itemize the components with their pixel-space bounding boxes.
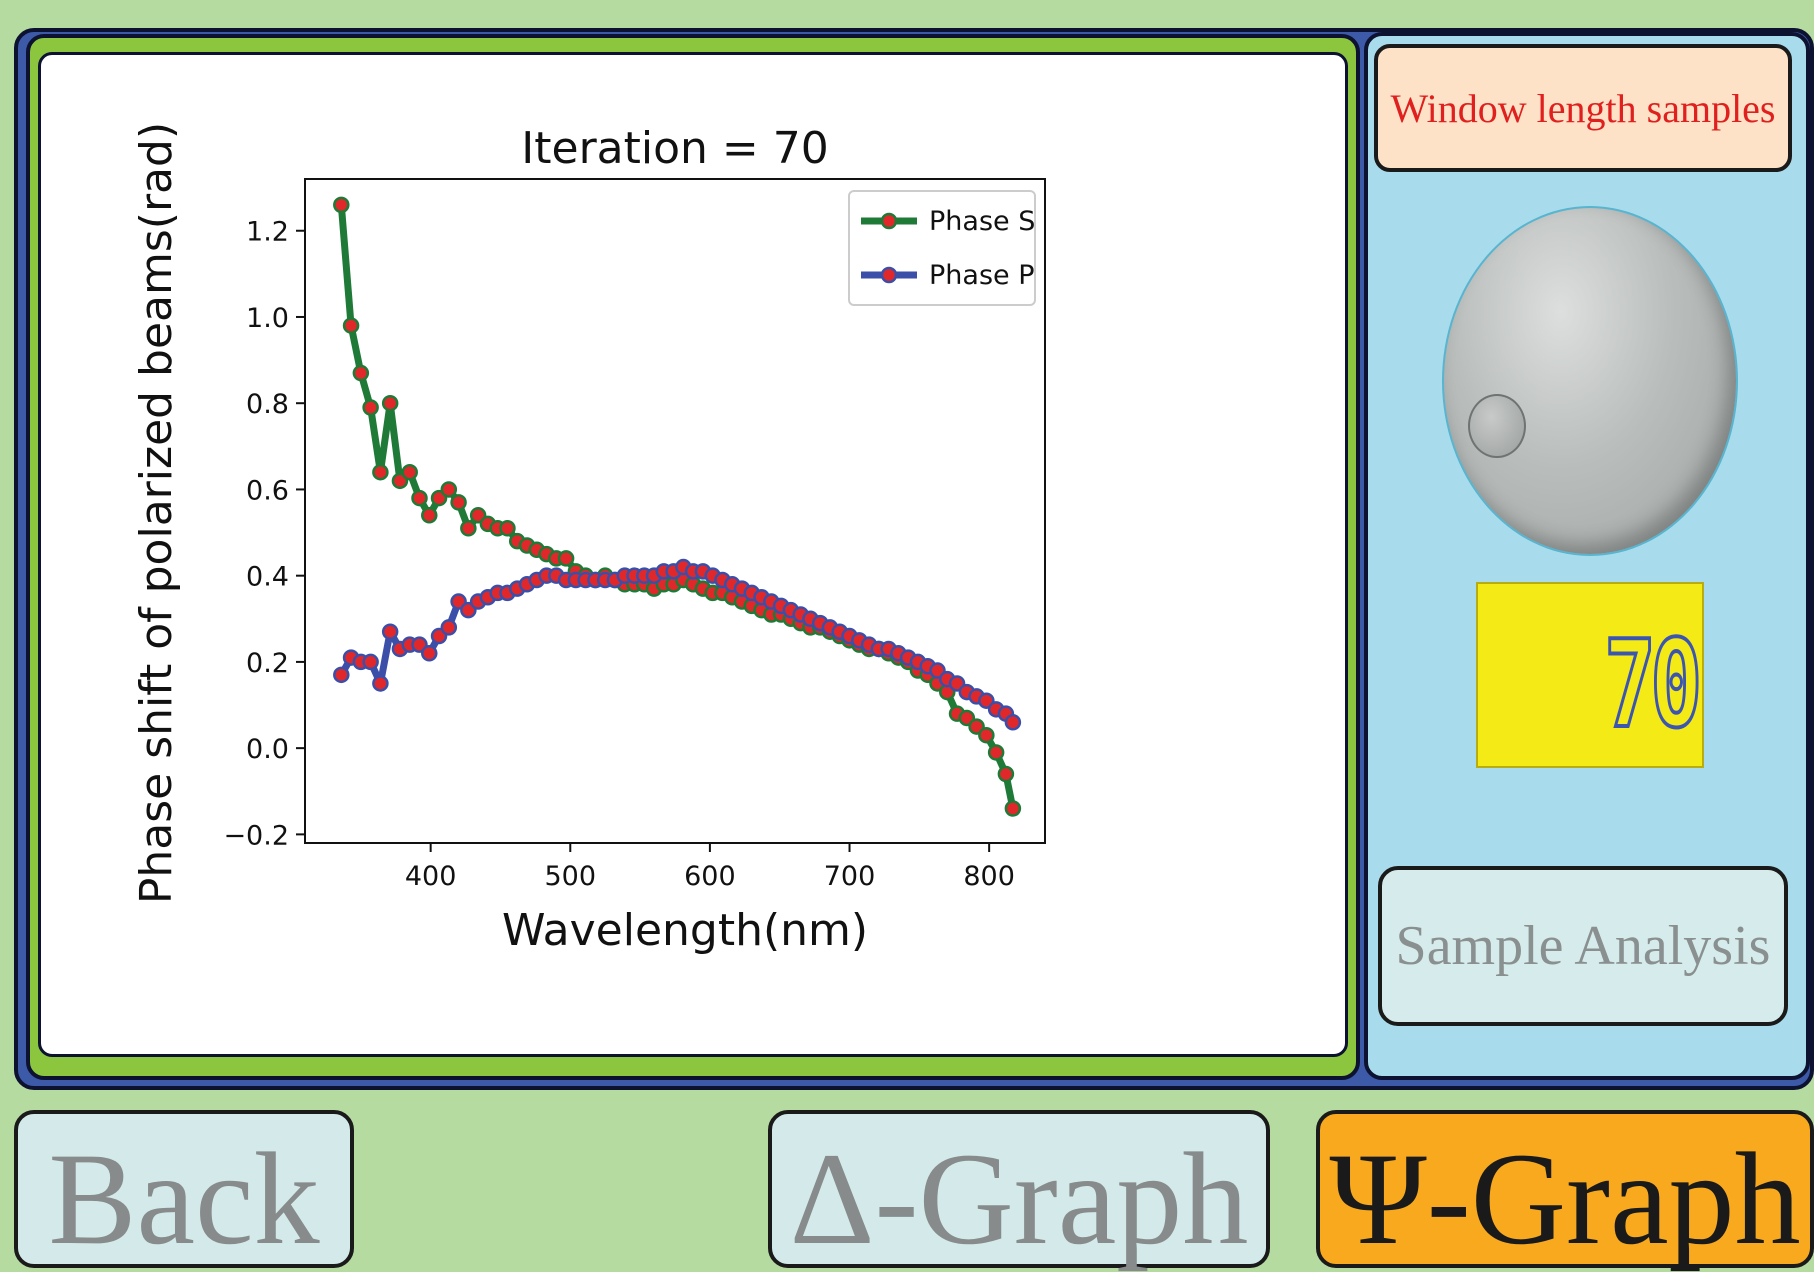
x-axis-label: Wavelength(nm) xyxy=(502,905,868,956)
x-tick-label: 700 xyxy=(824,861,876,892)
back-button-label: Back xyxy=(48,1125,320,1272)
plot-frame xyxy=(304,178,1046,844)
y-tick-label: 0.4 xyxy=(246,562,289,593)
phase-s-point xyxy=(333,196,350,214)
phase-s-point xyxy=(342,317,360,334)
phase-chart: Iteration = 70 400 500 600 700 800 −0.2 0.0 0.2 0… xyxy=(131,122,1046,956)
y-tick-label: −0.2 xyxy=(223,820,289,851)
y-tick-label: 0.8 xyxy=(246,389,289,420)
phase-s-point xyxy=(372,463,389,481)
window-length-label: Window length samples xyxy=(1374,44,1792,172)
phase-s-point xyxy=(401,463,418,481)
psi-graph-label: Ψ-Graph xyxy=(1329,1125,1801,1272)
phase-s-point xyxy=(450,494,467,511)
sample-analysis-button[interactable]: Sample Analysis xyxy=(1378,866,1788,1026)
phase-s-point xyxy=(421,507,438,524)
legend-label-phase-s: Phase S xyxy=(929,206,1035,237)
phase-p-point xyxy=(372,675,389,692)
phase-s-point xyxy=(978,726,995,744)
phase-s-point xyxy=(1004,800,1022,817)
delta-graph-label: Δ-Graph xyxy=(789,1125,1249,1272)
phase-s-point xyxy=(997,765,1015,783)
phase-s-point xyxy=(499,519,516,537)
phase-s-point xyxy=(460,519,477,537)
x-tick-label: 600 xyxy=(684,861,736,892)
phase-s-point xyxy=(352,364,370,382)
lcd-display: 70 xyxy=(1476,582,1704,768)
back-button[interactable]: Back xyxy=(14,1110,354,1268)
phase-p-point xyxy=(362,653,379,671)
legend-marker-phase-p xyxy=(880,266,898,284)
legend-marker-phase-s xyxy=(880,212,898,230)
delta-graph-button[interactable]: Δ-Graph xyxy=(768,1110,1270,1268)
phase-p-point xyxy=(333,666,350,684)
y-tick-label: 0.0 xyxy=(246,734,289,765)
phase-s-point xyxy=(440,481,458,498)
y-tick-label: 0.2 xyxy=(246,648,289,679)
x-tick-label: 800 xyxy=(963,861,1015,892)
phase-p-point xyxy=(381,623,399,640)
sample-analysis-label: Sample Analysis xyxy=(1395,915,1771,977)
psi-graph-button[interactable]: Ψ-Graph xyxy=(1316,1110,1814,1268)
y-tick-label: 0.6 xyxy=(246,475,289,506)
phase-p-point xyxy=(421,645,438,662)
phase-p-point xyxy=(1004,714,1022,731)
window-length-knob[interactable] xyxy=(1442,206,1738,556)
x-tick-label: 500 xyxy=(545,861,597,892)
phase-s-point xyxy=(362,399,379,416)
y-axis-label: Phase shift of polarized beams(rad) xyxy=(131,122,182,904)
window-length-text: Window length samples xyxy=(1390,85,1776,131)
phase-s-point xyxy=(411,489,428,507)
plot-area: Iteration = 70 400 500 600 700 800 −0.2 0.0 0.2 0… xyxy=(38,52,1348,1057)
lcd-value: 70 xyxy=(1602,616,1703,755)
x-tick-label: 400 xyxy=(405,861,457,892)
phase-s-point xyxy=(381,394,399,412)
knob-indicator-icon[interactable] xyxy=(1468,394,1526,458)
y-tick-label: 1.2 xyxy=(246,217,289,248)
phase-s-point xyxy=(557,550,575,567)
y-tick-label: 1.0 xyxy=(246,303,289,334)
phase-p-point xyxy=(440,619,458,636)
phase-s-point xyxy=(987,744,1005,761)
legend-label-phase-p: Phase P xyxy=(929,260,1034,291)
chart-title: Iteration = 70 xyxy=(521,123,828,174)
